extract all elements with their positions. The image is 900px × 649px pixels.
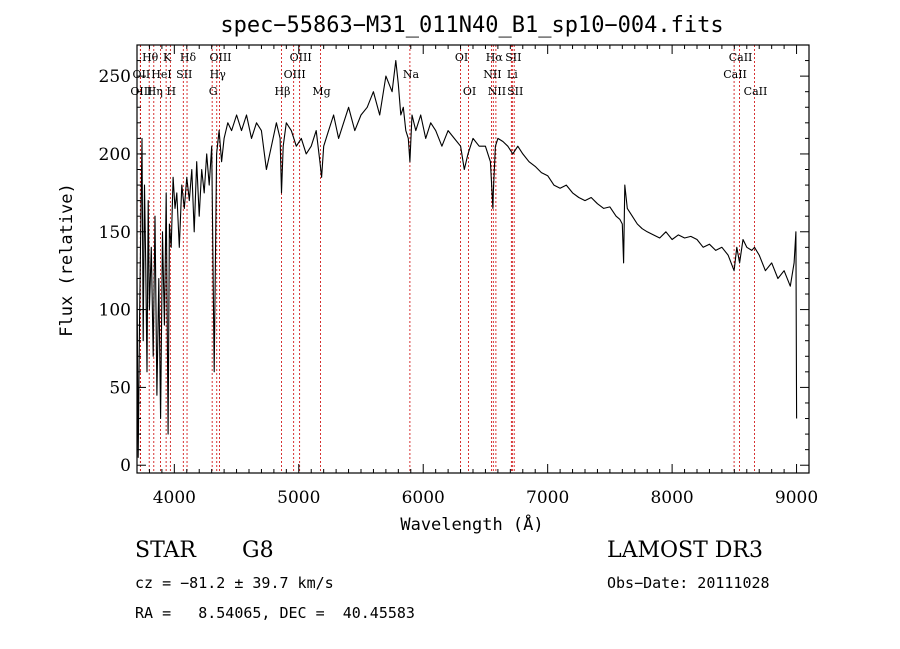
emission-line-label: NII — [488, 85, 506, 98]
y-axis-label: Flux (relative) — [57, 183, 77, 337]
y-axis-ticks: 0 50 100 150 200 250 — [99, 60, 809, 476]
y-tick-label: 150 — [99, 223, 131, 243]
emission-line-label: OI — [463, 85, 476, 98]
emission-line-label: Na — [403, 68, 420, 81]
emission-line-label: Hγ — [210, 68, 227, 81]
emission-line-label: SII — [505, 51, 521, 64]
x-tick-label: 7000 — [526, 488, 569, 508]
chart-title: spec−55863−M31_011N40_B1_sp10−004.fits — [220, 13, 723, 38]
emission-line-label: Hδ — [180, 51, 197, 64]
emission-line-label: Mg — [312, 85, 330, 98]
y-tick-label: 100 — [99, 301, 131, 321]
emission-line-label: OIII — [209, 51, 231, 64]
emission-line-label: CaII — [723, 68, 747, 81]
emission-line-label: OIII — [284, 68, 306, 81]
emission-line-label: Hη — [147, 85, 163, 98]
y-tick-label: 250 — [99, 67, 131, 87]
emission-line-label: Hα — [486, 51, 504, 64]
emission-line-label: H — [167, 85, 177, 98]
spectrum-flux-line — [136, 60, 798, 458]
emission-line-label: OIII — [290, 51, 312, 64]
object-subclass: G8 — [242, 538, 274, 563]
emission-line-label: Hβ — [275, 85, 291, 98]
emission-line-label: OI — [455, 51, 468, 64]
survey-name: LAMOST DR3 — [607, 538, 763, 563]
emission-line-label: OII — [133, 68, 151, 81]
obs-date: Obs−Date: 20111028 — [607, 574, 770, 592]
emission-line-label: CaII — [744, 85, 768, 98]
emission-line-label: SII — [507, 85, 523, 98]
x-axis-ticks: 4000 5000 6000 7000 8000 9000 — [136, 45, 818, 508]
coordinates-readout: RA = 8.54065, DEC = 40.45583 — [135, 604, 415, 622]
plot-frame — [136, 44, 810, 474]
x-tick-label: 9000 — [775, 488, 818, 508]
redshift-readout: cz = −81.2 ± 39.7 km/s — [135, 574, 334, 592]
y-tick-label: 0 — [120, 456, 131, 476]
x-tick-label: 6000 — [402, 488, 445, 508]
emission-line-label: Li — [507, 68, 518, 81]
emission-line-label: CaII — [729, 51, 753, 64]
x-tick-label: 5000 — [277, 488, 320, 508]
emission-line-label: OIII — [130, 85, 152, 98]
emission-line-label: SII — [176, 68, 192, 81]
y-tick-label: 200 — [99, 145, 131, 165]
emission-line-label: G — [209, 85, 218, 98]
x-tick-label: 4000 — [153, 488, 196, 508]
x-tick-label: 8000 — [650, 488, 693, 508]
y-tick-label: 50 — [109, 378, 131, 398]
emission-line-markers — [139, 45, 755, 473]
emission-line-label: NII — [483, 68, 501, 81]
emission-line-label: K — [163, 51, 172, 64]
object-class: STAR — [135, 538, 196, 563]
x-axis-label: Wavelength (Å) — [400, 513, 543, 535]
emission-line-label: Hθ — [142, 51, 159, 64]
emission-line-label: HeI — [151, 68, 171, 81]
